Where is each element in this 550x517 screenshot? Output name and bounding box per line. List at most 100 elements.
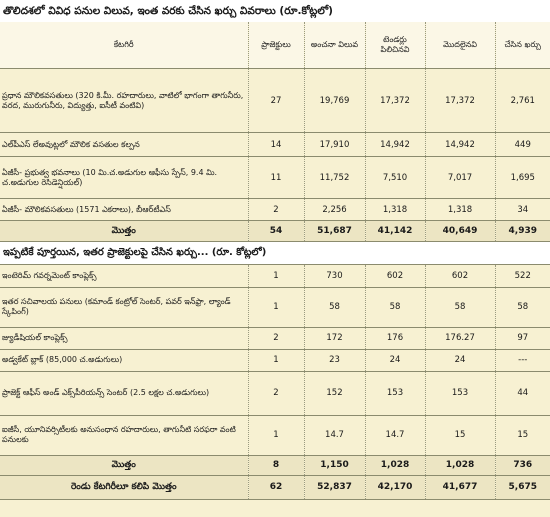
header-started: మొదలైనవి — [425, 22, 496, 69]
row-tendered: 17,372 — [365, 68, 426, 133]
row-projects: 2 — [248, 371, 305, 416]
row-category: ప్రాజెక్ట్‌ ఆఫీస్‌ అండ్‌ ఎక్స్‌పీరియన్స్… — [0, 371, 249, 416]
row-category: ప్రధాన మౌలికవసతులు (320 కి.మీ. రహదారులు,… — [0, 68, 249, 133]
section1-total-row: మొత్తం 54 51,687 41,142 40,649 4,939 — [0, 220, 550, 242]
row-started: 24 — [425, 349, 496, 372]
total-label: మొత్తం — [0, 455, 249, 476]
row-tendered: 14,942 — [365, 132, 426, 157]
row-spent: 58 — [495, 287, 550, 328]
row-estimated: 730 — [304, 265, 366, 288]
row-spent: 34 — [495, 198, 550, 221]
row-category: ఏజీసీ- ప్రభుత్వ భవనాలు (10 మి.చ.అడుగుల ఆ… — [0, 156, 249, 199]
row-spent: 2,761 — [495, 68, 550, 133]
grand-total-started: 41,677 — [425, 475, 496, 500]
row-tendered: 602 — [365, 265, 426, 288]
total-started: 1,028 — [425, 455, 496, 476]
total-estimated: 1,150 — [304, 455, 366, 476]
row-spent: --- — [495, 349, 550, 372]
total-started: 40,649 — [425, 220, 496, 242]
row-spent: 1,695 — [495, 156, 550, 199]
row-started: 7,017 — [425, 156, 496, 199]
table-row: ఇంటెరిమ్‌ గవర్నమెంట్‌ కాంప్లెక్స్‌ 1 730… — [0, 265, 550, 288]
header-tendered: టెండర్లు పిలిచినవి — [365, 22, 426, 69]
row-projects: 1 — [248, 287, 305, 328]
row-tendered: 1,318 — [365, 198, 426, 221]
row-projects: 1 — [248, 265, 305, 288]
row-category: అడ్వకేట్‌ బ్లాక్‌ (85,000 చ.అడుగులు) — [0, 349, 249, 372]
header-estimated: అంచనా విలువ — [304, 22, 366, 69]
row-spent: 97 — [495, 327, 550, 350]
row-projects: 1 — [248, 415, 305, 456]
row-started: 17,372 — [425, 68, 496, 133]
total-tendered: 41,142 — [365, 220, 426, 242]
table-row: ఇతర సచివాలయ పనులు (కమాండ్‌ కంట్రోల్‌ సెం… — [0, 287, 550, 328]
grand-total-row: రెండు కేటగిరీలూ కలిపి మొత్తం 62 52,837 4… — [0, 475, 550, 500]
table-row: ఏజీసీ- మౌలికవసతులు (1571 ఎకరాలు), బీఆర్‌… — [0, 198, 550, 221]
row-projects: 11 — [248, 156, 305, 199]
grand-total-label: రెండు కేటగిరీలూ కలిపి మొత్తం — [0, 475, 249, 500]
row-spent: 44 — [495, 371, 550, 416]
row-spent: 522 — [495, 265, 550, 288]
row-projects: 1 — [248, 349, 305, 372]
row-estimated: 2,256 — [304, 198, 366, 221]
row-category: ఇంటెరిమ్‌ గవర్నమెంట్‌ కాంప్లెక్స్‌ — [0, 265, 249, 288]
row-tendered: 153 — [365, 371, 426, 416]
table-row: ప్రాజెక్ట్‌ ఆఫీస్‌ అండ్‌ ఎక్స్‌పీరియన్స్… — [0, 371, 550, 416]
row-tendered: 176 — [365, 327, 426, 350]
total-spent: 4,939 — [495, 220, 550, 242]
table-row: ఎల్‌పీఎస్‌ లేఅవుట్లలో మౌలిక వసతుల కల్పన … — [0, 132, 550, 157]
section2-total-row: మొత్తం 8 1,150 1,028 1,028 736 — [0, 455, 550, 476]
row-estimated: 14.7 — [304, 415, 366, 456]
row-started: 602 — [425, 265, 496, 288]
row-estimated: 172 — [304, 327, 366, 350]
row-spent: 449 — [495, 132, 550, 157]
total-label: మొత్తం — [0, 220, 249, 242]
table-row: ఐజీసీ, యూనివర్సిటీలకు అనుసంధాన రహదారులు,… — [0, 415, 550, 456]
row-projects: 2 — [248, 327, 305, 350]
row-estimated: 11,752 — [304, 156, 366, 199]
total-estimated: 51,687 — [304, 220, 366, 242]
row-estimated: 58 — [304, 287, 366, 328]
row-started: 1,318 — [425, 198, 496, 221]
total-tendered: 1,028 — [365, 455, 426, 476]
row-category: ఇతర సచివాలయ పనులు (కమాండ్‌ కంట్రోల్‌ సెం… — [0, 287, 249, 328]
grand-total-tendered: 42,170 — [365, 475, 426, 500]
header-spent: చేసిన ఖర్చు — [495, 22, 550, 69]
grand-total-spent: 5,675 — [495, 475, 550, 500]
header-projects: ప్రాజెక్టులు — [248, 22, 305, 69]
page-title: తొలిదశలో వివిధ పనుల విలువ, ఇంత వరకు చేసి… — [0, 0, 550, 22]
row-tendered: 14.7 — [365, 415, 426, 456]
row-tendered: 58 — [365, 287, 426, 328]
grand-total-projects: 62 — [248, 475, 305, 500]
row-projects: 27 — [248, 68, 305, 133]
table-header-row: కేటగిరీ ప్రాజెక్టులు అంచనా విలువ టెండర్ల… — [0, 22, 550, 69]
row-started: 14,942 — [425, 132, 496, 157]
total-projects: 54 — [248, 220, 305, 242]
table-row: ప్రధాన మౌలికవసతులు (320 కి.మీ. రహదారులు,… — [0, 68, 550, 133]
row-category: ఐజీసీ, యూనివర్సిటీలకు అనుసంధాన రహదారులు,… — [0, 415, 249, 456]
phase-one-table: కేటగిరీ ప్రాజెక్టులు అంచనా విలువ టెండర్ల… — [0, 22, 550, 242]
row-started: 58 — [425, 287, 496, 328]
row-projects: 2 — [248, 198, 305, 221]
row-tendered: 7,510 — [365, 156, 426, 199]
table-row: అడ్వకేట్‌ బ్లాక్‌ (85,000 చ.అడుగులు) 1 2… — [0, 349, 550, 372]
row-estimated: 23 — [304, 349, 366, 372]
table-row: ఏజీసీ- ప్రభుత్వ భవనాలు (10 మి.చ.అడుగుల ఆ… — [0, 156, 550, 199]
row-estimated: 19,769 — [304, 68, 366, 133]
row-estimated: 152 — [304, 371, 366, 416]
section2-title: ఇప్పటికే పూర్తయిన, ఇతర ప్రాజెక్టులపై చేస… — [0, 242, 550, 265]
row-spent: 15 — [495, 415, 550, 456]
grand-total-estimated: 52,837 — [304, 475, 366, 500]
row-tendered: 24 — [365, 349, 426, 372]
row-category: ఎల్‌పీఎస్‌ లేఅవుట్లలో మౌలిక వసతుల కల్పన — [0, 132, 249, 157]
row-started: 176.27 — [425, 327, 496, 350]
header-category: కేటగిరీ — [0, 22, 249, 69]
row-category: ఏజీసీ- మౌలికవసతులు (1571 ఎకరాలు), బీఆర్‌… — [0, 198, 249, 221]
row-estimated: 17,910 — [304, 132, 366, 157]
row-projects: 14 — [248, 132, 305, 157]
row-started: 153 — [425, 371, 496, 416]
row-started: 15 — [425, 415, 496, 456]
table-row: జ్యుడీషియల్‌ కాంప్లెక్స్‌ 2 172 176 176.… — [0, 327, 550, 350]
other-projects-table: ఇంటెరిమ్‌ గవర్నమెంట్‌ కాంప్లెక్స్‌ 1 730… — [0, 265, 550, 500]
total-spent: 736 — [495, 455, 550, 476]
